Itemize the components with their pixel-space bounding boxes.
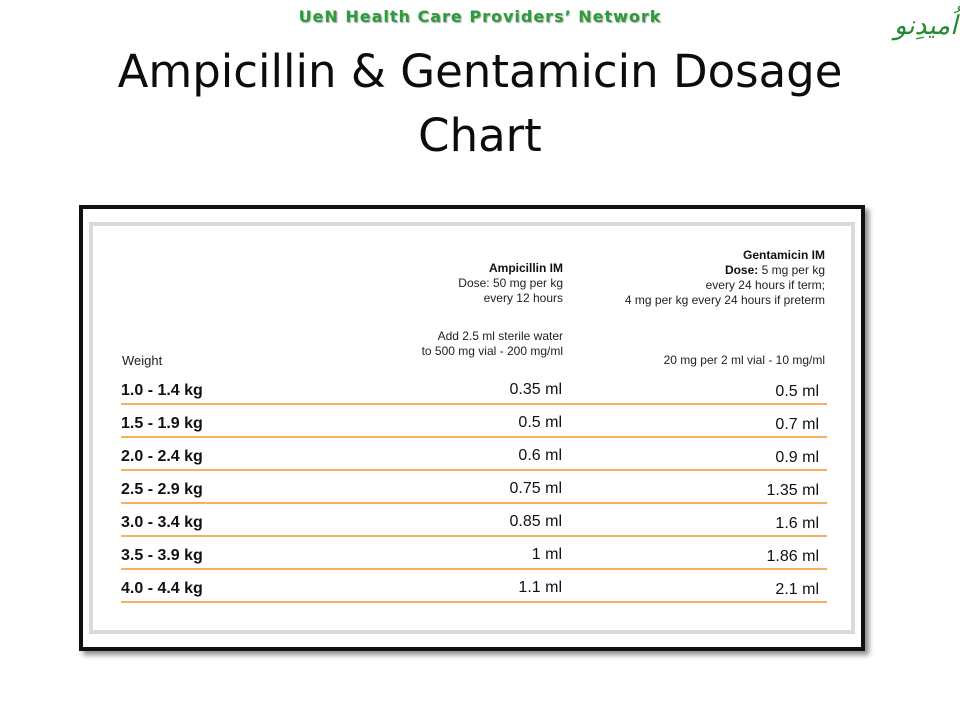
row-divider [121, 469, 827, 471]
ampicillin-cell: 0.6 ml [518, 447, 562, 464]
gentamicin-cell: 0.9 ml [775, 449, 819, 466]
ampicillin-cell: 1.1 ml [518, 579, 562, 596]
weight-cell: 4.0 - 4.4 kg [121, 580, 203, 597]
ampicillin-cell: 0.5 ml [518, 414, 562, 431]
gentamicin-name: Gentamicin IM [742, 248, 825, 262]
row-divider [121, 601, 827, 603]
gentamicin-cell: 0.5 ml [775, 383, 819, 400]
dosage-chart-frame: Ampicillin IM Dose: 50 mg per kg every 1… [79, 205, 865, 651]
table-row: 2.5 - 2.9 kg 0.75 ml 1.35 ml [121, 471, 827, 504]
ampicillin-cell: 0.85 ml [509, 513, 562, 530]
ampicillin-cell: 0.75 ml [509, 480, 562, 497]
row-divider [121, 568, 827, 570]
title-line-1: Ampicillin & Gentamicin Dosage [117, 45, 843, 98]
gentamicin-dose-label: Dose: [724, 263, 759, 277]
ampicillin-cell: 0.35 ml [509, 381, 562, 398]
row-divider [121, 535, 827, 537]
weight-cell: 2.0 - 2.4 kg [121, 448, 203, 465]
gentamicin-cell: 2.1 ml [775, 581, 819, 598]
dosage-table: Ampicillin IM Dose: 50 mg per kg every 1… [89, 222, 855, 634]
gentamicin-cell: 1.6 ml [775, 515, 819, 532]
weight-cell: 2.5 - 2.9 kg [121, 481, 203, 498]
table-row: 4.0 - 4.4 kg 1.1 ml 2.1 ml [121, 570, 827, 603]
gentamicin-cell: 1.86 ml [766, 548, 819, 565]
gentamicin-preparation: 20 mg per 2 ml vial - 10 mg/ml [663, 353, 825, 367]
table-row: 1.0 - 1.4 kg 0.35 ml 0.5 ml [121, 372, 827, 405]
ampicillin-preparation: Add 2.5 ml sterile water to 500 mg vial … [343, 329, 563, 359]
gentamicin-header: Gentamicin IM Dose: 5 mg per kg every 24… [563, 248, 825, 308]
gentamicin-preterm: 4 mg per kg every 24 hours if preterm [624, 293, 825, 307]
row-divider [121, 436, 827, 438]
ampicillin-frequency: every 12 hours [483, 291, 563, 305]
weight-cell: 1.0 - 1.4 kg [121, 382, 203, 399]
weight-cell: 3.5 - 3.9 kg [121, 547, 203, 564]
ampicillin-header: Ampicillin IM Dose: 50 mg per kg every 1… [383, 261, 563, 306]
table-row: 1.5 - 1.9 kg 0.5 ml 0.7 ml [121, 405, 827, 438]
organization-name: UeN Health Care Providers’ Network [298, 7, 662, 26]
ampicillin-cell: 1 ml [531, 546, 562, 563]
gentamicin-dose-value: 5 mg per kg [761, 263, 825, 277]
weight-cell: 3.0 - 3.4 kg [121, 514, 203, 531]
table-row: 3.5 - 3.9 kg 1 ml 1.86 ml [121, 537, 827, 570]
organization-logo: اُمیدِنو [894, 11, 958, 41]
gentamicin-term: every 24 hours if term; [705, 278, 825, 292]
row-divider [121, 502, 827, 504]
page-title: Ampicillin & Gentamicin Dosage Chart [0, 40, 960, 168]
weight-cell: 1.5 - 1.9 kg [121, 415, 203, 432]
ampicillin-prep-line-1: Add 2.5 ml sterile water [437, 329, 563, 343]
table-row: 2.0 - 2.4 kg 0.6 ml 0.9 ml [121, 438, 827, 471]
ampicillin-prep-line-2: to 500 mg vial - 200 mg/ml [421, 344, 563, 358]
table-row: 3.0 - 3.4 kg 0.85 ml 1.6 ml [121, 504, 827, 537]
gentamicin-cell: 0.7 ml [775, 416, 819, 433]
ampicillin-name: Ampicillin IM [488, 261, 563, 275]
ampicillin-dose: Dose: 50 mg per kg [458, 276, 563, 290]
row-divider [121, 403, 827, 405]
title-line-2: Chart [418, 109, 542, 162]
weight-column-header: Weight [122, 353, 163, 368]
gentamicin-cell: 1.35 ml [766, 482, 819, 499]
